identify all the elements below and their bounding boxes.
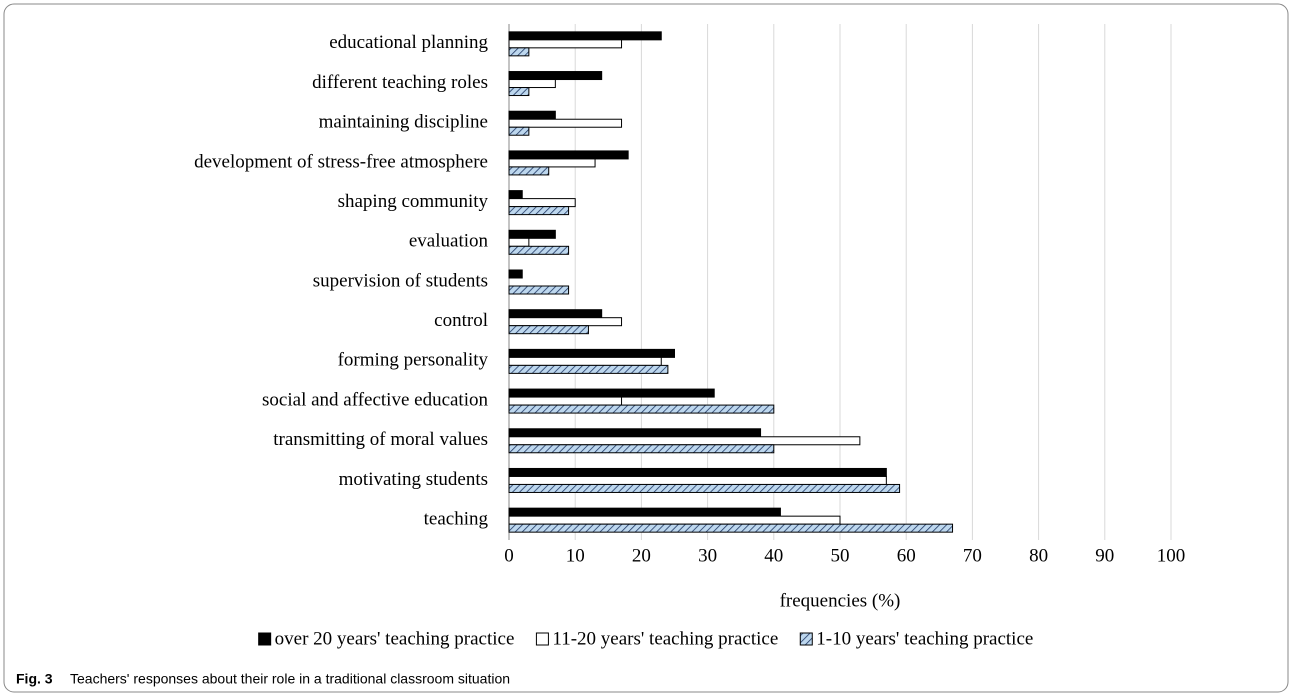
y-tick-label: social and affective education [262,389,488,410]
bar [508,309,603,319]
bar [508,79,556,89]
x-tick-label: 0 [504,545,514,566]
bar [508,325,589,335]
bar [508,126,530,136]
bar [508,396,623,406]
y-tick-label: forming personality [338,350,489,371]
x-tick-label: 70 [963,545,982,566]
bar [508,317,623,327]
bar [508,356,662,366]
legend-label: 11-20 years' teaching practice [552,628,778,649]
bar [508,150,629,160]
bar [508,87,530,97]
bar [508,206,570,216]
x-tick-label: 60 [897,545,916,566]
frame [3,3,1289,693]
legend-swatch [535,632,549,646]
bar [508,467,887,477]
bar [508,388,715,398]
x-tick-label: 80 [1029,545,1048,566]
x-tick-label: 20 [632,545,651,566]
bar [508,523,954,533]
y-tick-label: maintaining discipline [319,112,488,133]
bar [508,404,775,414]
bar [508,166,550,176]
bar [508,483,901,493]
caption-text: Teachers' responses about their role in … [70,671,510,687]
bar [508,39,623,49]
y-tick-label: motivating students [339,469,488,490]
bar [508,198,576,208]
bar [508,507,781,517]
x-axis-label: frequencies (%) [780,590,901,611]
bar [508,110,556,120]
bar [508,364,669,374]
bar [508,269,523,279]
bar [508,475,887,485]
bar [508,47,530,57]
legend-label: 1-10 years' teaching practice [816,628,1033,649]
bar [508,118,623,128]
y-tick-label: supervision of students [313,270,488,291]
y-tick-label: teaching [424,509,489,530]
caption-label: Fig. 3 [16,671,53,687]
y-tick-label: educational planning [329,32,488,53]
bar [508,436,861,446]
x-tick-label: 10 [566,545,585,566]
bar [508,229,556,239]
x-tick-label: 40 [764,545,783,566]
bar [508,285,570,295]
bar [508,71,603,81]
x-tick-label: 30 [698,545,717,566]
bar [508,237,530,247]
x-tick-label: 90 [1095,545,1114,566]
bar [508,158,596,168]
y-tick-label: evaluation [409,231,489,252]
bar [508,444,775,454]
x-tick-label: 100 [1157,545,1186,566]
bar [508,428,762,438]
bar [508,190,523,200]
legend-swatch [258,632,272,646]
y-tick-label: shaping community [338,191,489,212]
y-tick-label: different teaching roles [312,72,488,93]
bar [508,515,841,525]
y-tick-label: transmitting of moral values [273,429,488,450]
bar [508,348,675,358]
legend-label: over 20 years' teaching practice [275,628,515,649]
y-tick-label: development of stress-free atmosphere [194,151,488,172]
bar [508,245,570,255]
legend-swatch [799,632,813,646]
x-tick-label: 50 [831,545,850,566]
bar [508,31,662,41]
y-tick-label: control [434,310,488,331]
